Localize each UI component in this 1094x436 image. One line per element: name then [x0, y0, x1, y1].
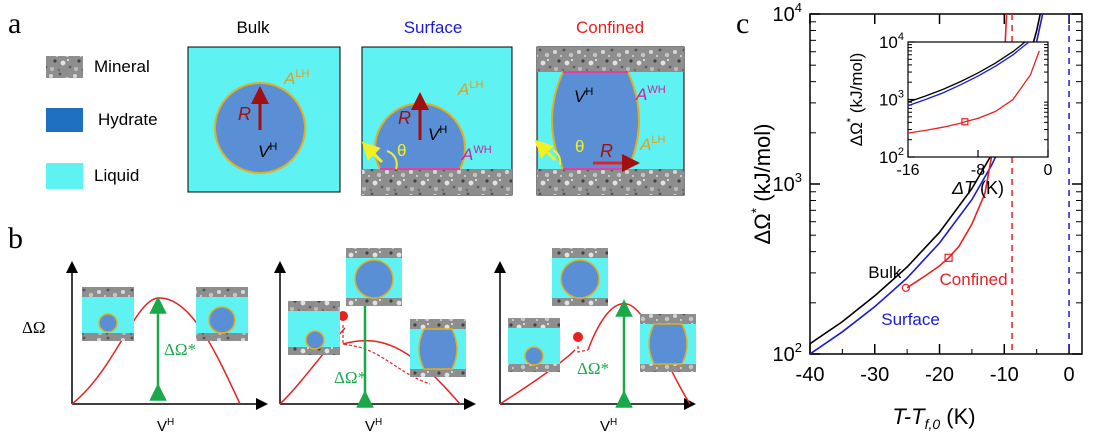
inset-y-tick-label: 103: [879, 89, 904, 110]
x-tick-label: -10: [990, 364, 1019, 386]
confined-schematic: Confined R VH AWH ALH θ: [534, 18, 685, 196]
mini-snapshot: [346, 248, 402, 306]
y-tick-label: 104: [773, 0, 802, 26]
energy-profile-confined: ΔΩ* VH: [494, 248, 696, 435]
legend-liquid-label: Liquid: [94, 166, 139, 185]
mini-snapshot: [552, 248, 608, 306]
radius-label: R: [398, 108, 411, 128]
x-tick-label: 0: [1063, 364, 1074, 386]
confined-title: Confined: [576, 18, 644, 37]
transition-point: [573, 332, 583, 342]
x-tick-label: -20: [925, 364, 954, 386]
mini-snapshot: [410, 319, 466, 377]
bulk-schematic: Bulk R VH ALH: [187, 18, 341, 193]
panel-c-label: c: [736, 7, 749, 40]
legend-mineral-label: Mineral: [94, 57, 150, 76]
inset-plot: 102 103 104 -16 -8 0 ΔT (K) ΔΩ* (kJ/mol): [845, 31, 1053, 198]
radius-label: R: [238, 104, 251, 124]
inset-y-axis-label: ΔΩ* (kJ/mol): [845, 53, 866, 147]
legend-hydrate-swatch: [46, 108, 83, 132]
confined-hydrate-plug: [551, 71, 640, 170]
inset-x-tick-label: -16: [896, 162, 919, 179]
inset-y-tick-label: 102: [879, 146, 904, 167]
series-line-surface: [908, 42, 1031, 107]
radius-label: R: [600, 141, 613, 161]
bulk-title: Bulk: [236, 18, 270, 37]
theta-label: θ: [575, 137, 584, 156]
mini-snapshot: [640, 314, 696, 372]
inset-y-tick-label: 104: [879, 31, 904, 52]
surface-schematic: Surface R VH ALH AWH θ: [361, 18, 513, 196]
main-plot: 102 103 104 -40 -30 -20 -10 0 T-Tf,0 (K) ΔΩ* (kJ/…: [748, 0, 1083, 432]
x-axis-label: T-Tf,0 (K): [892, 404, 975, 432]
panel-b-ylabel: ΔΩ: [22, 318, 46, 337]
volume-label: VH: [258, 141, 277, 161]
xlabel-vh: VH: [157, 417, 174, 435]
y-tick-label: 102: [773, 340, 802, 366]
legend-liquid-swatch: [46, 163, 83, 189]
mini-snapshot: [196, 287, 248, 341]
legend-hydrate-label: Hydrate: [98, 110, 158, 129]
mineral-substrate: [362, 169, 512, 195]
xlabel-vh: VH: [600, 417, 617, 435]
contact-angle-arc: [386, 150, 398, 170]
area-wh-label: AWH: [461, 144, 492, 164]
inset-x-axis-label: ΔT (K): [951, 178, 1004, 198]
legend-mineral-swatch: [46, 56, 83, 78]
series-label-bulk: Bulk: [868, 263, 902, 282]
contact-angle-arrow: [534, 139, 557, 162]
xlabel-vh: VH: [365, 417, 382, 435]
inset-x-tick-label: 0: [1044, 162, 1053, 179]
volume-label: VH: [574, 86, 593, 106]
theta-label: θ: [397, 141, 406, 160]
panel-b-label: b: [8, 222, 23, 255]
mineral-bottom: [537, 169, 684, 195]
energy-profile-bulk: ΔΩ* VH: [66, 261, 268, 435]
marker-circle: [901, 283, 910, 292]
series-line-confined: [908, 50, 1040, 134]
surface-title: Surface: [404, 18, 463, 37]
area-lh-label: ALH: [639, 134, 665, 154]
transition-point: [338, 311, 348, 321]
barrier-label: ΔΩ*: [164, 340, 196, 359]
mineral-top: [537, 47, 684, 72]
series-line-bulk: [908, 42, 1026, 103]
mini-snapshot: [82, 287, 134, 341]
contact-angle-arrow: [361, 141, 384, 164]
area-lh-label: ALH: [457, 79, 483, 99]
contact-angle-arc: [552, 149, 562, 166]
inset-x-tick-label: -8: [971, 162, 985, 179]
marker-square: [961, 118, 969, 126]
y-tick-label: 103: [773, 170, 802, 196]
area-label: ALH: [283, 68, 309, 88]
x-tick-label: -30: [860, 364, 889, 386]
series-label-confined: Confined: [940, 270, 1008, 289]
mini-snapshot: [508, 318, 560, 372]
energy-profile-surface: ΔΩ* VH: [274, 248, 476, 435]
barrier-label: ΔΩ*: [334, 368, 366, 387]
x-tick-label: -40: [796, 364, 825, 386]
chart-c: 102 103 104 -40 -30 -20 -10 0 T-Tf,0 (K) ΔΩ* (kJ/…: [748, 0, 1083, 432]
series-label-surface: Surface: [881, 310, 940, 329]
inset-frame: [907, 41, 1049, 158]
marker-square: [944, 253, 953, 262]
y-axis-label: ΔΩ* (kJ/mol): [748, 124, 775, 245]
barrier-label: ΔΩ*: [577, 359, 609, 378]
mini-snapshot: [288, 301, 340, 355]
area-wh-label: AWH: [635, 84, 666, 104]
panel-a-label: a: [8, 7, 21, 40]
volume-label: VH: [428, 124, 447, 144]
